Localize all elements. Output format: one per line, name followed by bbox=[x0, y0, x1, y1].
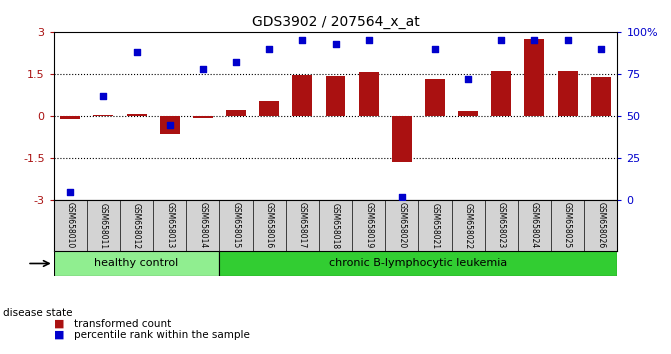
Bar bbox=[359, 72, 378, 116]
Bar bbox=[219, 251, 617, 276]
Text: transformed count: transformed count bbox=[74, 319, 171, 329]
Bar bbox=[259, 101, 279, 116]
Text: GSM658011: GSM658011 bbox=[99, 202, 108, 249]
Point bbox=[264, 46, 274, 52]
Bar bbox=[193, 116, 213, 118]
Point bbox=[65, 189, 76, 195]
Text: GSM658023: GSM658023 bbox=[497, 202, 506, 249]
Point bbox=[529, 38, 539, 43]
Text: healthy control: healthy control bbox=[95, 258, 178, 268]
Bar bbox=[160, 116, 180, 134]
Point bbox=[562, 38, 573, 43]
Text: chronic B-lymphocytic leukemia: chronic B-lymphocytic leukemia bbox=[329, 258, 507, 268]
Text: ■: ■ bbox=[54, 319, 64, 329]
Point bbox=[231, 59, 242, 65]
Bar bbox=[93, 115, 113, 116]
Text: disease state: disease state bbox=[3, 308, 73, 318]
Point bbox=[98, 93, 109, 99]
Bar bbox=[491, 70, 511, 116]
Bar bbox=[558, 70, 578, 116]
Text: GSM658012: GSM658012 bbox=[132, 202, 141, 249]
Text: GSM658026: GSM658026 bbox=[597, 202, 605, 249]
Text: GSM658025: GSM658025 bbox=[563, 202, 572, 249]
Text: GSM658013: GSM658013 bbox=[165, 202, 174, 249]
Text: GSM658019: GSM658019 bbox=[364, 202, 373, 249]
Bar bbox=[60, 116, 81, 119]
Text: GSM658022: GSM658022 bbox=[464, 202, 472, 249]
Text: GSM658020: GSM658020 bbox=[397, 202, 407, 249]
Text: GSM658010: GSM658010 bbox=[66, 202, 74, 249]
Point bbox=[429, 46, 440, 52]
Text: GSM658014: GSM658014 bbox=[199, 202, 207, 249]
Bar bbox=[525, 39, 544, 116]
Title: GDS3902 / 207564_x_at: GDS3902 / 207564_x_at bbox=[252, 16, 419, 29]
Text: GSM658018: GSM658018 bbox=[331, 202, 340, 249]
Bar bbox=[590, 77, 611, 116]
Text: GSM658016: GSM658016 bbox=[264, 202, 274, 249]
Text: GSM658015: GSM658015 bbox=[231, 202, 240, 249]
Text: ■: ■ bbox=[54, 330, 64, 339]
Point bbox=[463, 76, 474, 82]
Point bbox=[330, 41, 341, 46]
Point bbox=[496, 38, 507, 43]
Bar bbox=[226, 110, 246, 116]
Text: GSM658024: GSM658024 bbox=[530, 202, 539, 249]
Bar bbox=[54, 251, 219, 276]
Point bbox=[397, 194, 407, 200]
Bar bbox=[293, 75, 312, 116]
Bar bbox=[392, 116, 412, 161]
Bar bbox=[325, 76, 346, 116]
Bar bbox=[425, 79, 445, 116]
Text: GSM658017: GSM658017 bbox=[298, 202, 307, 249]
Text: GSM658021: GSM658021 bbox=[431, 202, 440, 249]
Point bbox=[595, 46, 606, 52]
Point bbox=[132, 49, 142, 55]
Text: percentile rank within the sample: percentile rank within the sample bbox=[74, 330, 250, 339]
Point bbox=[297, 38, 308, 43]
Point bbox=[363, 38, 374, 43]
Point bbox=[197, 66, 208, 72]
Bar bbox=[458, 111, 478, 116]
Bar bbox=[127, 114, 146, 116]
Point bbox=[164, 122, 175, 127]
